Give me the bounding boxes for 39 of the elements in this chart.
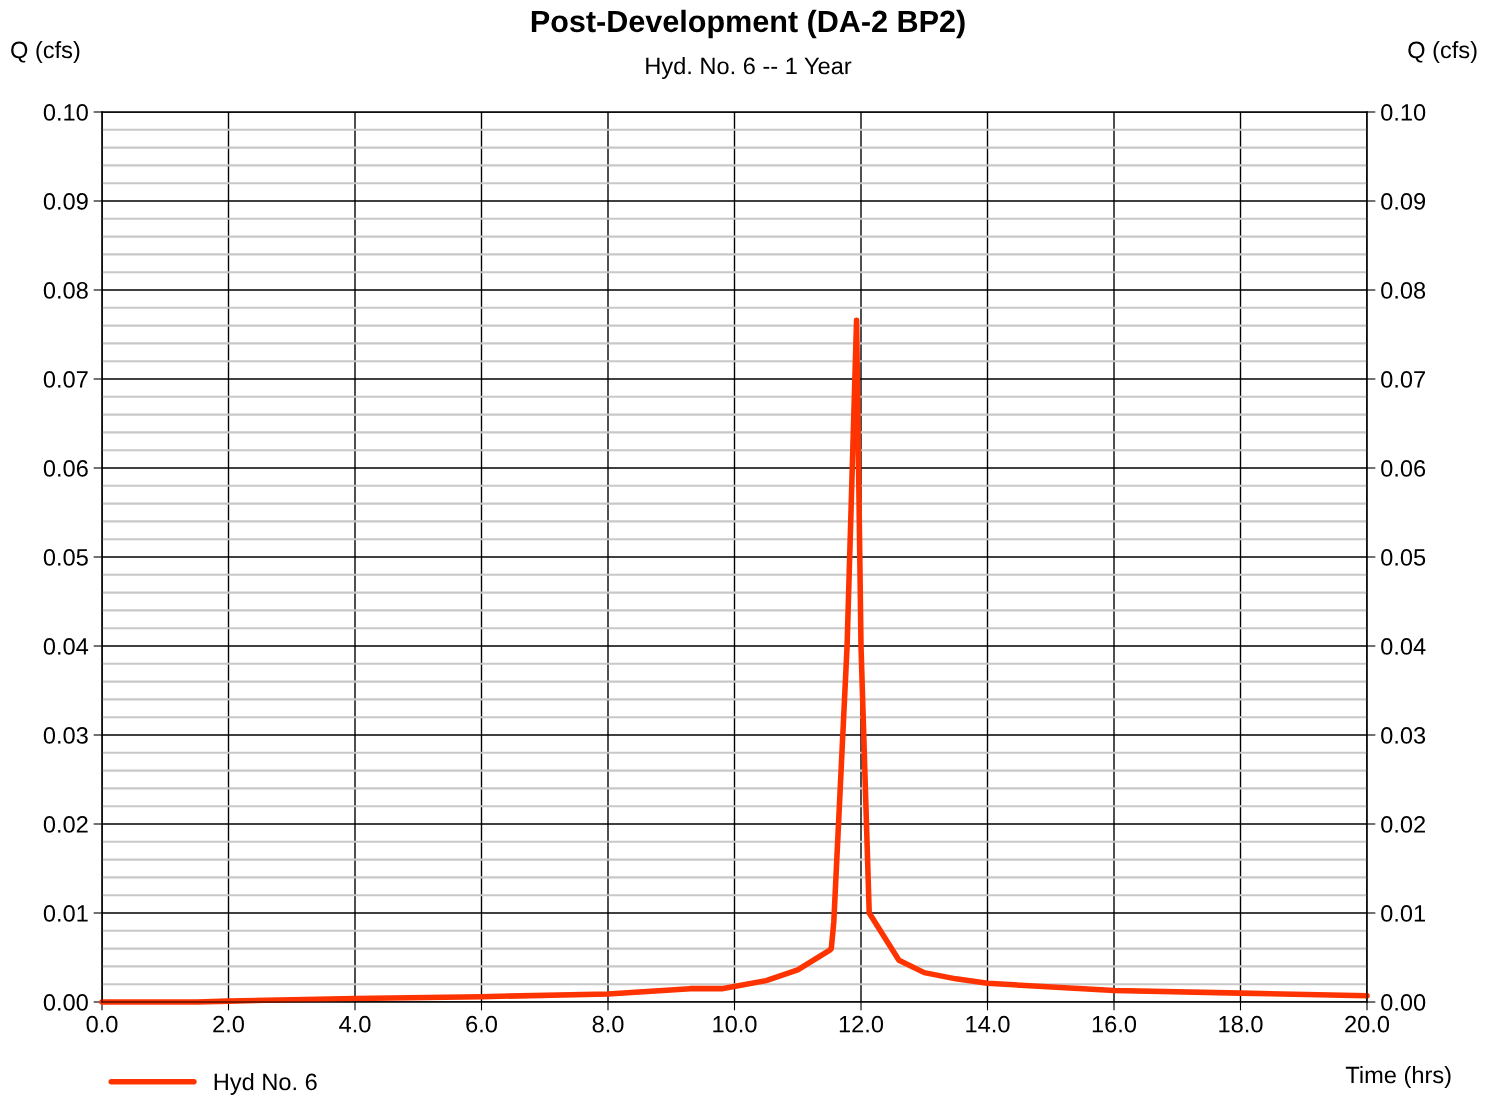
x-tick-label: 14.0 — [966, 1015, 1010, 1033]
y2-tick-label: 0.03 — [1381, 727, 1426, 744]
y2-tick-label: 0.04 — [1381, 638, 1426, 655]
y2-tick-label: 0.06 — [1381, 460, 1426, 477]
x-tick-label: 18.0 — [1219, 1015, 1263, 1033]
y-tick-label: 0.02 — [43, 816, 88, 833]
y-tick-label: 0.07 — [43, 371, 88, 388]
y-tick-label: 0.09 — [43, 193, 88, 210]
chart-subtitle: Hyd. No. 6 -- 1 Year — [646, 57, 852, 79]
y-tick-label: 0.00 — [43, 994, 88, 1011]
legend-label: Hyd No. 6 — [214, 1072, 317, 1095]
y2-tick-label: 0.07 — [1381, 371, 1425, 388]
x-tick-label: 6.0 — [466, 1015, 497, 1033]
x-tick-label: 0.0 — [86, 1015, 118, 1033]
x-tick-label: 8.0 — [592, 1015, 624, 1033]
y2-tick-label: 0.08 — [1381, 282, 1426, 299]
y2-tick-label: 0.09 — [1381, 193, 1426, 210]
y2-tick-label: 0.10 — [1381, 104, 1426, 121]
y-tick-label: 0.08 — [43, 282, 88, 299]
x-tick-label: 20.0 — [1345, 1015, 1390, 1033]
y-axis-title: Q (cfs) — [11, 41, 80, 63]
x-tick-label: 12.0 — [839, 1015, 884, 1033]
y-tick-label: 0.10 — [43, 104, 88, 121]
x-tick-label: 4.0 — [339, 1015, 371, 1033]
y-tick-label: 0.04 — [43, 638, 89, 655]
y-tick-label: 0.05 — [43, 549, 88, 566]
x-tick-label: 16.0 — [1092, 1015, 1137, 1033]
x-tick-label: 10.0 — [713, 1015, 757, 1033]
chart-title: Post-Development (DA-2 BP2) — [531, 9, 965, 39]
y-tick-label: 0.03 — [43, 727, 88, 744]
x-tick-label: 2.0 — [213, 1015, 244, 1033]
y2-tick-label: 0.00 — [1381, 994, 1426, 1011]
y2-axis-title: Q (cfs) — [1408, 41, 1477, 63]
y-tick-label: 0.01 — [43, 905, 88, 922]
x-axis-title: Time (hrs) — [1345, 1065, 1451, 1088]
y2-tick-label: 0.02 — [1381, 816, 1425, 833]
y2-tick-label: 0.01 — [1381, 905, 1425, 922]
y2-tick-label: 0.05 — [1381, 549, 1426, 566]
y-tick-label: 0.06 — [43, 460, 88, 477]
